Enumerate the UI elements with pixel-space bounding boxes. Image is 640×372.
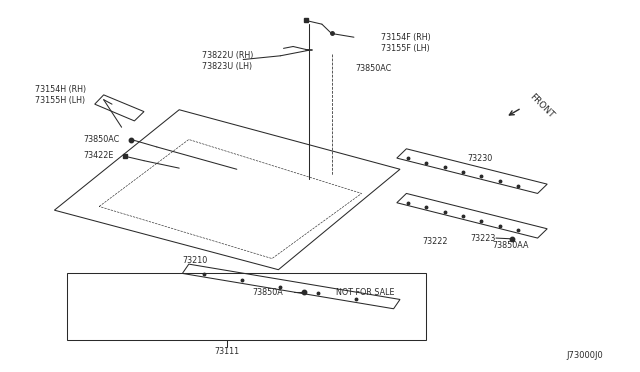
Text: J73000J0: J73000J0: [566, 351, 603, 360]
Text: 73111: 73111: [214, 347, 240, 356]
Text: 73822U (RH)
73823U (LH): 73822U (RH) 73823U (LH): [202, 51, 253, 71]
Text: 73210: 73210: [182, 256, 207, 265]
Text: NOT FOR SALE: NOT FOR SALE: [336, 288, 394, 296]
Text: 73850AC: 73850AC: [355, 64, 392, 73]
Text: 73154H (RH)
73155H (LH): 73154H (RH) 73155H (LH): [35, 85, 86, 105]
Text: FRONT: FRONT: [528, 92, 556, 120]
Text: 73850A: 73850A: [253, 288, 284, 296]
Text: 73223: 73223: [470, 234, 496, 243]
Text: 73154F (RH)
73155F (LH): 73154F (RH) 73155F (LH): [381, 33, 431, 53]
Text: 73850AA: 73850AA: [493, 241, 529, 250]
Text: 73222: 73222: [422, 237, 448, 246]
Text: 73850AC: 73850AC: [83, 135, 120, 144]
Text: 73230: 73230: [467, 154, 492, 163]
Text: 73422E: 73422E: [83, 151, 113, 160]
